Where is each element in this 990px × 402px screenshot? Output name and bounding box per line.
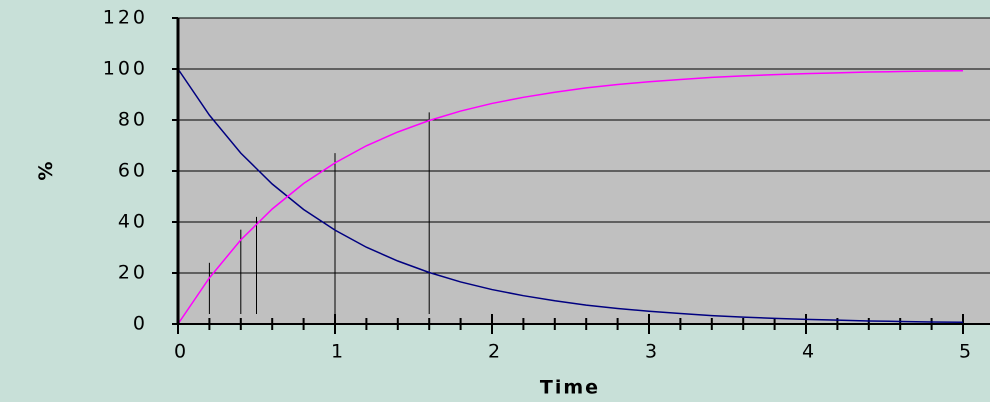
y-tick-label: 100 (103, 58, 148, 80)
x-tick-label: 1 (331, 341, 343, 363)
x-tick-label: 0 (174, 341, 186, 363)
y-tick-label: 60 (118, 160, 148, 182)
x-axis-label: Time (540, 377, 600, 399)
x-tick-label: 2 (488, 341, 500, 363)
y-tick-label: 0 (133, 313, 148, 335)
y-tick-label: 120 (103, 7, 148, 29)
y-axis-label: % (34, 161, 56, 180)
series-line (177, 68, 964, 323)
y-tick-label: 80 (118, 109, 148, 131)
x-tick-label: 5 (959, 341, 971, 363)
series-line (177, 70, 964, 325)
x-tick-label: 4 (802, 341, 814, 363)
x-tick-label: 3 (645, 341, 657, 363)
y-tick-label: 40 (118, 211, 148, 233)
y-tick-label: 20 (118, 262, 148, 284)
